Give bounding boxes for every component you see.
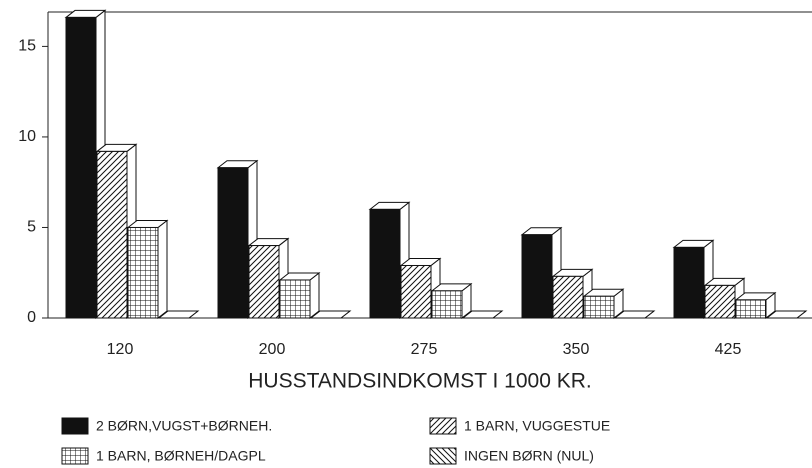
bar bbox=[400, 264, 432, 319]
bar bbox=[369, 208, 401, 319]
bar bbox=[521, 234, 553, 319]
bar bbox=[583, 295, 615, 319]
legend-label: 1 BARN, BØRNEH/DAGPL bbox=[96, 448, 266, 464]
bar-top bbox=[157, 310, 200, 319]
bar-top bbox=[309, 310, 352, 319]
x-axis-label: HUSSTANDSINDKOMST I 1000 KR. bbox=[248, 370, 591, 393]
y-tick-label: 15 bbox=[18, 38, 36, 55]
bar-top bbox=[461, 310, 504, 319]
bar bbox=[127, 226, 159, 319]
bar bbox=[217, 167, 249, 319]
bar bbox=[65, 16, 97, 319]
bar-side bbox=[157, 219, 168, 320]
y-tick-label: 5 bbox=[27, 219, 36, 236]
bar bbox=[96, 150, 128, 319]
x-tick-label: 350 bbox=[563, 341, 590, 358]
bar-top bbox=[613, 310, 656, 319]
bar bbox=[735, 299, 767, 319]
bar-top bbox=[765, 310, 808, 319]
legend-swatch bbox=[429, 417, 457, 435]
legend-swatch bbox=[61, 447, 89, 465]
legend-label: INGEN BØRN (NUL) bbox=[464, 448, 594, 464]
legend-swatch bbox=[429, 447, 457, 465]
bar bbox=[673, 246, 705, 319]
legend-label: 1 BARN, VUGGESTUE bbox=[464, 418, 610, 434]
bar bbox=[552, 275, 584, 319]
x-tick-label: 120 bbox=[107, 341, 134, 358]
bar-side bbox=[309, 271, 320, 320]
bar bbox=[279, 279, 311, 319]
bar bbox=[248, 245, 280, 319]
x-tick-label: 275 bbox=[411, 341, 438, 358]
y-tick-label: 10 bbox=[18, 128, 36, 145]
x-tick-label: 200 bbox=[259, 341, 286, 358]
y-tick-label: 0 bbox=[27, 309, 36, 326]
legend-label: 2 BØRN,VUGST+BØRNEH. bbox=[96, 418, 272, 434]
bar bbox=[431, 290, 463, 319]
bar bbox=[704, 284, 736, 319]
x-tick-label: 425 bbox=[715, 341, 742, 358]
legend-swatch bbox=[61, 417, 89, 435]
